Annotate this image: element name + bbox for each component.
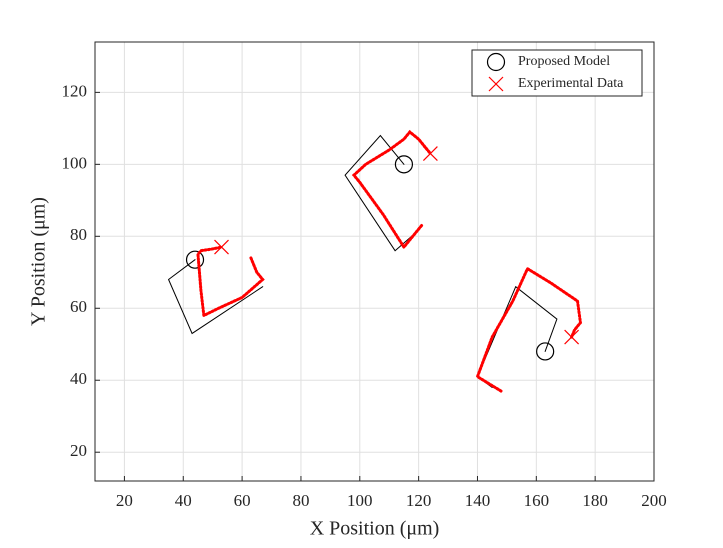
y-tick-label: 100 [62, 153, 88, 172]
x-tick-label: 200 [641, 491, 667, 510]
x-tick-label: 100 [347, 491, 373, 510]
series-line [351, 129, 432, 250]
y-tick-label: 80 [70, 225, 87, 244]
marker-shape [488, 76, 504, 92]
marker-shape [486, 52, 506, 72]
plot-area [95, 42, 654, 481]
marker-shape [185, 250, 205, 269]
circle-marker [536, 342, 555, 361]
x-tick-label: 140 [465, 491, 491, 510]
axes-box [94, 41, 655, 482]
series-line [167, 259, 264, 335]
x-tick-label: 20 [116, 491, 133, 510]
x-tick-label: 120 [406, 491, 432, 510]
cross-marker [422, 146, 438, 161]
legend-label: Experimental Data [518, 76, 624, 91]
circle-marker [185, 250, 205, 269]
circle-marker [486, 52, 506, 72]
cross-marker [488, 76, 504, 92]
cross-marker [564, 329, 580, 345]
x-tick-label: 80 [292, 491, 309, 510]
x-axis-label: X Position (μm) [310, 518, 440, 540]
y-tick-label: 60 [70, 297, 87, 316]
circle-marker [394, 155, 414, 174]
x-tick-label: 60 [234, 491, 251, 510]
legend-label: Proposed Model [518, 54, 610, 69]
marker-shape [564, 329, 580, 345]
x-tick-label: 160 [524, 491, 550, 510]
x-tick-label: 180 [582, 491, 608, 510]
marker-shape [422, 146, 438, 161]
marker-shape [536, 342, 555, 361]
y-axis-label: Y Position (μm) [28, 197, 50, 326]
marker-shape [214, 239, 229, 255]
y-tick-label: 20 [70, 441, 87, 460]
cross-marker [214, 239, 229, 255]
series-line [196, 245, 265, 318]
x-tick-label: 40 [175, 491, 192, 510]
marker-shape [394, 155, 414, 174]
y-tick-label: 40 [70, 369, 87, 388]
series-line [475, 266, 583, 393]
y-tick-label: 120 [62, 81, 88, 100]
